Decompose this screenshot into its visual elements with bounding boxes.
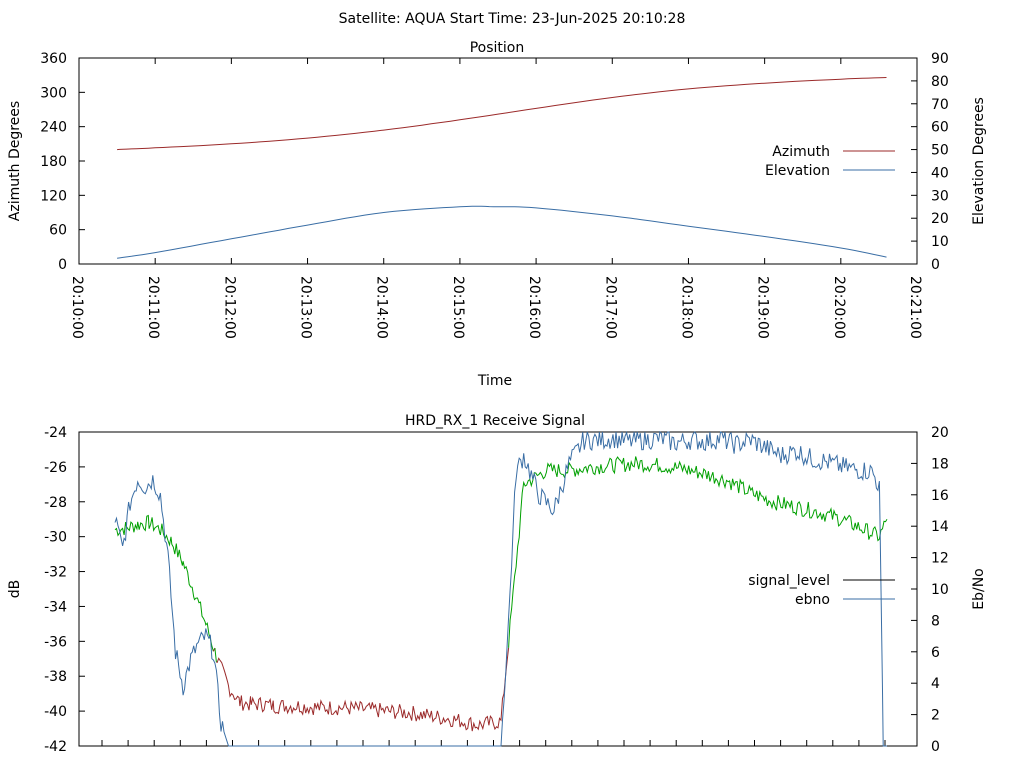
position-ylabel: Azimuth Degrees: [7, 101, 23, 221]
position-y-tick-label: 120: [40, 188, 67, 204]
chart-header-title: Satellite: AQUA Start Time: 23-Jun-2025 …: [339, 11, 686, 27]
position-y-ticks: 0 60 120 180 240 300 360: [40, 51, 85, 273]
legend-azimuth-label: Azimuth: [772, 144, 830, 160]
signal-level-line: [508, 456, 888, 648]
position-xlabel: Time: [477, 373, 512, 389]
signal-y2label: Eb/No: [971, 568, 987, 610]
position-y-tick-label: 0: [58, 257, 67, 273]
position-x-tick-label: 20:20:00: [831, 276, 847, 339]
signal-y-tick-label: -28: [44, 495, 67, 511]
signal-y-tick-label: -36: [44, 634, 67, 650]
signal-y2-ticks: 0 2 4 6 8 10 12 14 16 18 20: [911, 425, 949, 755]
signal-level-line: [214, 647, 217, 663]
position-y-tick-label: 180: [40, 154, 67, 170]
position-x-tick-label: 20:21:00: [907, 276, 923, 339]
position-y2-tick-label: 90: [931, 51, 949, 67]
position-chart-title: Position: [470, 40, 525, 56]
position-y2-tick-label: 10: [931, 234, 949, 250]
position-y-tick-label: 360: [40, 51, 67, 67]
position-y2-tick-label: 0: [931, 257, 940, 273]
legend-signal-level-label: signal_level: [748, 573, 830, 589]
signal-y-tick-label: -30: [44, 530, 67, 546]
position-x-tick-label: 20:14:00: [374, 276, 390, 339]
position-y-tick-label: 60: [49, 223, 67, 239]
azimuth-line: [117, 77, 887, 151]
position-y2-tick-label: 30: [931, 188, 949, 204]
position-x-tick-label: 20:18:00: [678, 276, 694, 339]
signal-y2-tick-label: 16: [931, 488, 949, 504]
elevation-line: [117, 205, 887, 259]
signal-y2-tick-label: 0: [931, 739, 940, 755]
signal-series-lines: [114, 430, 888, 747]
position-x-tick-label: 20:10:00: [69, 276, 85, 339]
signal-chart: HRD_RX_1 Receive Signal dB Eb/No -42-40-…: [7, 413, 987, 755]
signal-plot-frame: [78, 431, 918, 747]
position-series-lines: [117, 77, 887, 259]
position-y-tick-label: 240: [40, 120, 67, 136]
position-y2-tick-label: 20: [931, 211, 949, 227]
position-y2-tick-label: 50: [931, 143, 949, 159]
position-y2-ticks: 0 10 20 30 40 50 60 70 80 90: [911, 51, 949, 273]
signal-y-tick-label: -26: [44, 460, 67, 476]
signal-y2-tick-label: 18: [931, 456, 949, 472]
signal-legend: signal_level ebno: [748, 573, 895, 608]
signal-level-line: [216, 647, 510, 732]
signal-chart-title: HRD_RX_1 Receive Signal: [405, 413, 585, 429]
signal-y2-tick-label: 2: [931, 708, 940, 724]
position-y2-tick-label: 70: [931, 97, 949, 113]
signal-x-ticks: [101, 740, 886, 746]
signal-y2-tick-label: 10: [931, 582, 949, 598]
signal-y2-tick-label: 20: [931, 425, 949, 441]
legend-ebno-label: ebno: [795, 592, 830, 608]
position-y2label: Elevation Degrees: [971, 97, 987, 225]
position-y-tick-label: 300: [40, 85, 67, 101]
signal-y2-tick-label: 12: [931, 551, 949, 567]
signal-y-tick-label: -38: [44, 669, 67, 685]
position-x-tick-label: 20:11:00: [145, 276, 161, 339]
signal-ylabel: dB: [7, 580, 23, 599]
signal-y-tick-label: -24: [44, 425, 67, 441]
signal-y2-tick-label: 4: [931, 676, 940, 692]
position-x-tick-label: 20:15:00: [450, 276, 466, 339]
position-y2-tick-label: 40: [931, 165, 949, 181]
position-x-tick-label: 20:17:00: [602, 276, 618, 339]
position-x-tick-label: 20:13:00: [298, 276, 314, 339]
ebno-line: [114, 430, 887, 747]
position-y2-tick-label: 80: [931, 74, 949, 90]
signal-y-tick-label: -32: [44, 565, 67, 581]
position-y2-tick-label: 60: [931, 120, 949, 136]
signal-y-tick-label: -40: [44, 704, 67, 720]
signal-y2-tick-label: 8: [931, 613, 940, 629]
signal-y-tick-label: -42: [44, 739, 67, 755]
signal-y-ticks: -42 -40 -38 -36 -34 -32 -30 -28 -26 -24: [44, 425, 85, 755]
position-x-tick-label: 20:16:00: [526, 276, 542, 339]
position-plot-frame: [78, 57, 918, 265]
position-legend: Azimuth Elevation: [765, 144, 895, 179]
signal-y2-tick-label: 14: [931, 519, 949, 535]
position-x-tick-label: 20:19:00: [755, 276, 771, 339]
position-x-ticks: 20:10:00 20:11:00 20:12:00 20:13:00 20:14:00…: [69, 58, 923, 339]
position-chart: Position Azimuth Degrees Elevation Degre…: [7, 40, 987, 389]
legend-elevation-label: Elevation: [765, 163, 830, 179]
signal-y2-tick-label: 6: [931, 645, 940, 661]
position-x-tick-label: 20:12:00: [221, 276, 237, 339]
signal-y-tick-label: -34: [44, 599, 67, 615]
